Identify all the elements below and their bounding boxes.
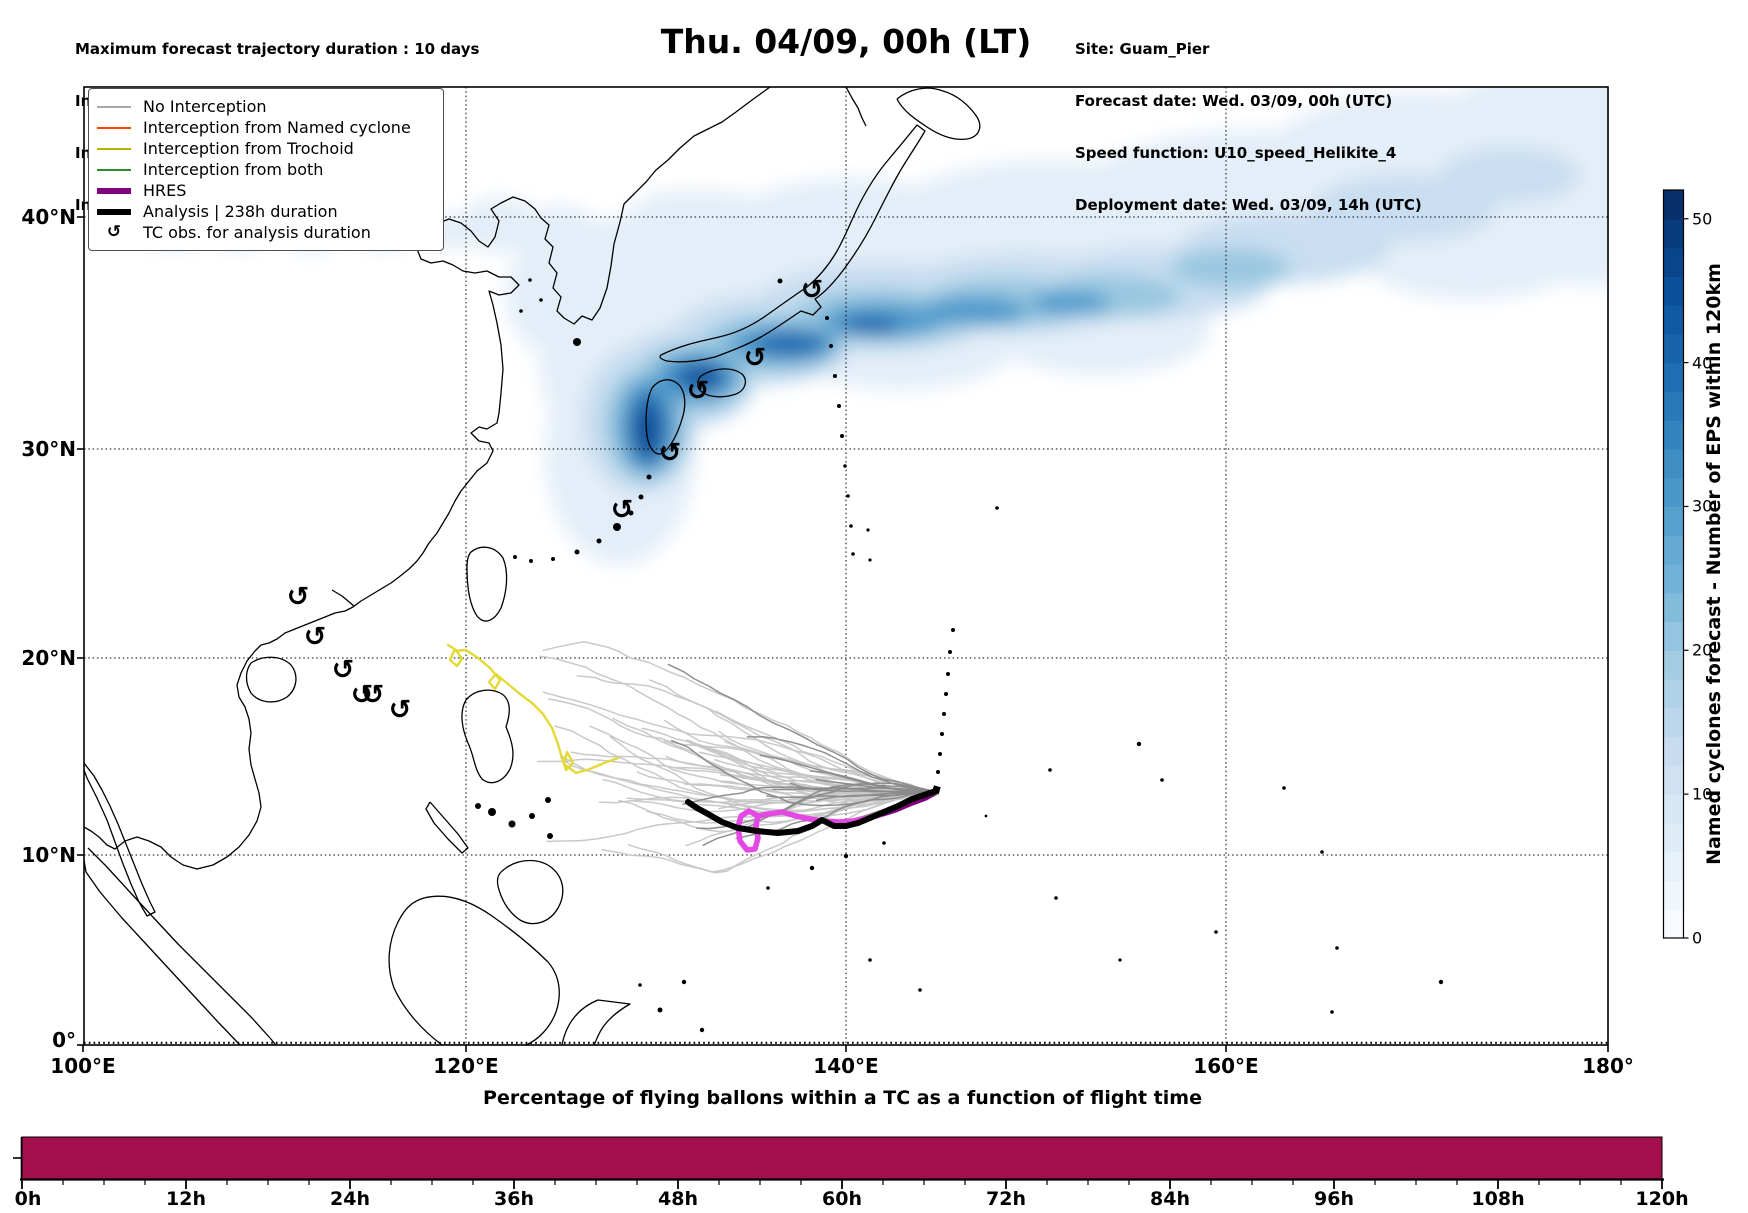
- coastlines: [84, 87, 981, 1045]
- cyclone-symbol-icon: ↺: [304, 622, 327, 653]
- lat-tick-20n: 20°N: [21, 646, 76, 670]
- legend-label: Interception from Trochoid: [143, 139, 354, 158]
- legend-label: Analysis | 238h duration: [143, 202, 338, 221]
- lon-tick-180: 180°: [1582, 1054, 1634, 1078]
- cyclone-symbol-icon: ↺: [801, 275, 824, 306]
- lon-tick-120e: 120°E: [433, 1054, 499, 1078]
- time-tick-0h: 0h: [14, 1188, 42, 1210]
- trochoid-track: [446, 643, 620, 775]
- cyclone-symbol-icon: ↺: [351, 680, 374, 711]
- legend-item-no-interception: No Interception: [97, 96, 433, 117]
- time-tick-96h: 96h: [1314, 1188, 1354, 1210]
- flight-time-bar-chart: [13, 1136, 1664, 1189]
- time-tick-120h: 120h: [1635, 1188, 1689, 1210]
- highlight-tracks: [446, 643, 941, 853]
- speed-function-text: Speed function: U10_speed_Helikite_4: [1075, 144, 1397, 163]
- lat-tick-40n: 40°N: [21, 205, 76, 229]
- legend-item-named-cyclone: Interception from Named cyclone: [97, 117, 433, 138]
- cyclone-symbol-icon: ↺: [287, 582, 310, 613]
- legend-label: TC obs. for analysis duration: [143, 223, 371, 242]
- analysis-track: [685, 788, 939, 836]
- legend-label: Interception from both: [143, 160, 324, 179]
- time-tick-24h: 24h: [330, 1188, 370, 1210]
- percentage-bar: [21, 1136, 1663, 1180]
- bottom-chart-title: Percentage of flying ballons within a TC…: [483, 1087, 1202, 1109]
- colorbar-tick-50: 50: [1692, 209, 1713, 229]
- forecast-info-block: Site: Guam_Pier Forecast date: Wed. 03/0…: [1075, 6, 1422, 250]
- time-tick-12h: 12h: [166, 1188, 206, 1210]
- legend-item-hres: HRES: [97, 180, 433, 201]
- legend-label: HRES: [143, 181, 187, 200]
- time-tick-84h: 84h: [1150, 1188, 1190, 1210]
- gray-line-swatch: [97, 105, 131, 108]
- colorbar: [1662, 189, 1689, 939]
- cyclone-symbol-icon: ↺: [687, 376, 710, 407]
- legend-item-analysis: Analysis | 238h duration: [97, 201, 433, 222]
- cyclone-symbol-icon: ↺: [744, 343, 767, 374]
- cyclone-symbol-icon: ↺: [362, 680, 385, 711]
- lon-tick-140e: 140°E: [813, 1054, 879, 1078]
- page-title: Thu. 04/09, 00h (LT): [660, 22, 1032, 61]
- legend-label: Interception from Named cyclone: [143, 118, 411, 137]
- olive-line-swatch: [97, 147, 131, 150]
- legend-label: No Interception: [143, 97, 267, 116]
- graticule: [84, 87, 1608, 1045]
- legend: No Interception Interception from Named …: [88, 88, 444, 251]
- colorbar-tick-40: 40: [1692, 353, 1713, 373]
- time-tick-48h: 48h: [658, 1188, 698, 1210]
- colorbar-tick-0: 0: [1692, 928, 1703, 948]
- max-duration-text: Maximum forecast trajectory duration : 1…: [75, 39, 480, 58]
- legend-item-tc-obs: ↺ TC obs. for analysis duration: [97, 222, 433, 243]
- lat-tick-30n: 30°N: [21, 437, 76, 461]
- density-shading: [146, 87, 1608, 565]
- cyclone-symbol-icon: ↺: [106, 222, 122, 242]
- time-tick-108h: 108h: [1471, 1188, 1525, 1210]
- time-tick-60h: 60h: [822, 1188, 862, 1210]
- time-tick-36h: 36h: [494, 1188, 534, 1210]
- forecast-date-text: Forecast date: Wed. 03/09, 00h (UTC): [1075, 92, 1393, 111]
- colorbar-tick-10: 10: [1692, 784, 1713, 804]
- cyclone-symbol-icon: ↺: [659, 438, 682, 469]
- ensemble-trajectories: [536, 640, 940, 874]
- island-dots: [475, 278, 1444, 1033]
- lon-tick-160e: 160°E: [1193, 1054, 1259, 1078]
- lat-tick-0: 0°: [52, 1028, 76, 1052]
- time-tick-72h: 72h: [986, 1188, 1026, 1210]
- deployment-date-text: Deployment date: Wed. 03/09, 14h (UTC): [1075, 196, 1422, 215]
- cyclone-symbol-icon: ↺: [332, 655, 355, 686]
- legend-item-trochoid: Interception from Trochoid: [97, 138, 433, 159]
- tc-observation-symbols: ↺↺↺↺↺↺↺↺↺↺ ↺: [287, 275, 824, 726]
- site-text: Site: Guam_Pier: [1075, 39, 1210, 58]
- cyclone-symbol-icon: ↺: [389, 695, 412, 726]
- purple-line-swatch: [97, 187, 131, 194]
- colorbar-tick-20: 20: [1692, 640, 1713, 660]
- colorbar-tick-30: 30: [1692, 496, 1713, 516]
- colorbar-label: Named cyclones forecast - Number of EPS …: [1703, 263, 1725, 865]
- green-line-swatch: [97, 168, 131, 171]
- black-line-swatch: [97, 208, 131, 215]
- legend-item-both: Interception from both: [97, 159, 433, 180]
- orange-line-swatch: [97, 126, 131, 129]
- map-frame: [77, 86, 1609, 1052]
- lat-tick-10n: 10°N: [21, 843, 76, 867]
- cyclone-symbol-icon: ↺: [611, 495, 634, 526]
- lon-tick-100e: 100°E: [50, 1054, 116, 1078]
